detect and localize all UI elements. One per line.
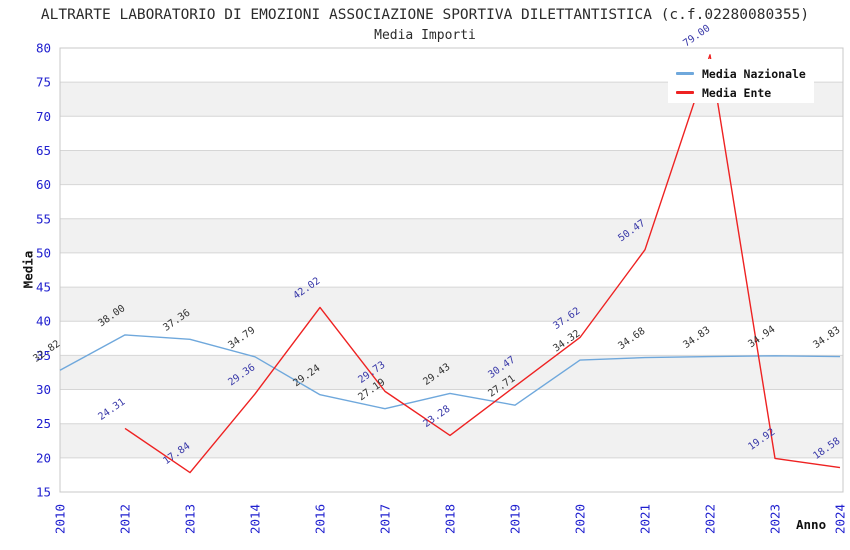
plot-band	[60, 287, 843, 322]
x-axis-title: Anno	[796, 517, 827, 532]
legend-label: Media Nazionale	[702, 66, 806, 81]
x-tick-label: 2014	[248, 504, 263, 534]
y-tick-label: 50	[36, 245, 51, 260]
legend-item-media-ente: Media Ente	[676, 83, 814, 102]
y-tick-label: 20	[36, 450, 51, 465]
legend: Media Nazionale Media Ente	[668, 59, 814, 103]
y-tick-label: 45	[36, 280, 51, 295]
x-tick-label: 2017	[378, 504, 393, 534]
x-tick-label: 2013	[183, 504, 198, 534]
x-tick-label: 2010	[53, 504, 68, 534]
data-label: 34.79	[226, 325, 257, 351]
plot-border	[59, 47, 844, 493]
x-tick-label: 2012	[118, 504, 133, 534]
y-tick-label: 25	[36, 416, 51, 431]
x-tick-label: 2021	[638, 504, 653, 534]
legend-label: Media Ente	[702, 85, 772, 100]
y-tick-label: 75	[36, 75, 51, 90]
chart-subtitle: Media Importi	[374, 28, 476, 43]
media-nazionale-line-swatch-icon	[676, 72, 694, 75]
y-tick-label: 80	[36, 41, 51, 56]
x-tick-label: 2023	[768, 504, 783, 534]
legend-item-media-nazionale: Media Nazionale	[676, 64, 814, 83]
y-tick-label: 15	[36, 485, 51, 500]
x-tick-label: 2020	[573, 504, 588, 534]
x-tick-label: 2016	[313, 504, 328, 534]
y-tick-label: 35	[36, 348, 51, 363]
y-tick-label: 70	[36, 109, 51, 124]
y-tick-label: 60	[36, 177, 51, 192]
y-tick-label: 30	[36, 382, 51, 397]
data-label: 24.31	[96, 397, 127, 423]
plot-band	[60, 355, 843, 390]
y-tick-label: 40	[36, 314, 51, 329]
x-tick-label: 2024	[833, 504, 848, 534]
media-ente-line-swatch-icon	[676, 91, 694, 94]
x-tick-label: 2018	[443, 504, 458, 534]
data-label: 34.83	[811, 325, 842, 351]
x-tick-label: 2022	[703, 504, 718, 534]
series-line-media-ente	[124, 54, 841, 474]
plot-band	[60, 218, 843, 253]
y-tick-label: 55	[36, 211, 51, 226]
y-axis-title: Media	[20, 250, 36, 289]
data-label: 34.83	[681, 325, 712, 351]
x-tick-label: 2019	[508, 504, 523, 534]
plot-band	[60, 423, 843, 458]
plot-band	[60, 150, 843, 185]
series-line-media-nazionale	[59, 334, 841, 410]
y-tick-label: 65	[36, 143, 51, 158]
chart-title: ALTRARTE LABORATORIO DI EMOZIONI ASSOCIA…	[40, 7, 810, 23]
data-label: 34.68	[616, 326, 647, 352]
data-label: 34.94	[746, 324, 777, 350]
data-label: 34.32	[551, 328, 582, 354]
